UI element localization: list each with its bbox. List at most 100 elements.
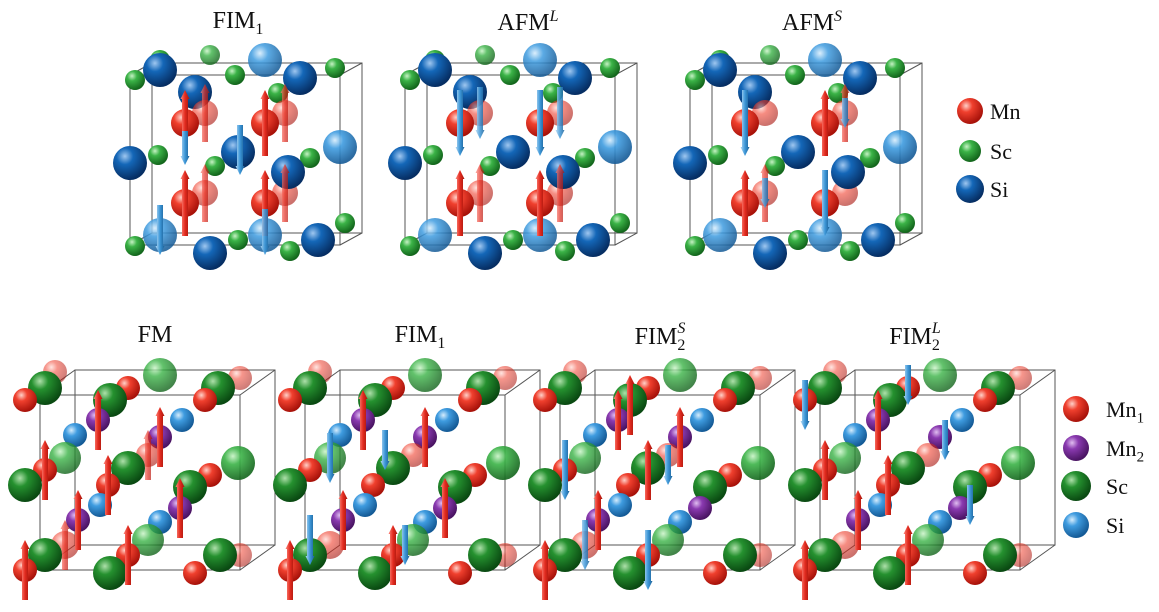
- mn1-atom: [361, 473, 385, 497]
- unit-cell-depth-edge: [504, 544, 541, 571]
- mn2-atom: [948, 496, 972, 520]
- legend-sc-sphere: [1061, 471, 1091, 501]
- structure-top-3: [673, 43, 923, 270]
- sc-atom: [143, 358, 177, 392]
- si-atom: [576, 223, 610, 257]
- spin-down-arrow: [840, 98, 850, 128]
- spin-down-arrow: [555, 87, 565, 139]
- legend-text: Mn: [1106, 397, 1137, 422]
- legend-label-mn2: Mn2: [1106, 436, 1144, 466]
- sc-atom: [788, 230, 808, 250]
- si-atom: [496, 135, 530, 169]
- legend-label-si: Si: [990, 177, 1008, 203]
- si-atom: [113, 146, 147, 180]
- spin-down-arrow: [903, 365, 913, 405]
- legend-mn-sphere: [957, 98, 983, 124]
- panel-title-sub: 1: [255, 20, 264, 38]
- spin-down-arrow: [965, 485, 975, 525]
- panel-title-base: AFM: [497, 10, 550, 36]
- panel-title-bottom-2: FIM1: [395, 322, 446, 353]
- spin-down-arrow: [535, 90, 545, 156]
- spin-down-arrow: [455, 90, 465, 156]
- sc-atom: [125, 70, 145, 90]
- panel-title-base: FIM: [634, 324, 678, 350]
- spin-up-arrow: [625, 375, 635, 435]
- legend-text: Sc: [1106, 474, 1128, 499]
- panel-title-base: FIM: [889, 324, 932, 350]
- sc-atom: [840, 241, 860, 261]
- structure-top-1: [113, 43, 363, 270]
- sc-atom: [548, 538, 582, 572]
- structure-bottom-3: [528, 358, 796, 600]
- si-atom: [248, 43, 282, 77]
- si-atom: [753, 236, 787, 270]
- mn1-atom: [703, 561, 727, 585]
- si-atom: [883, 130, 917, 164]
- legend-text: Sc: [990, 139, 1012, 164]
- legend-mn2-sphere: [1063, 435, 1089, 461]
- legend-label-mn: Mn: [990, 99, 1021, 125]
- panel-title-sup: L: [549, 8, 559, 25]
- spin-up-arrow: [155, 407, 165, 467]
- unit-cell-depth-edge: [239, 544, 276, 571]
- sc-atom: [200, 45, 220, 65]
- spin-up-arrow: [40, 440, 50, 500]
- sc-atom: [575, 148, 595, 168]
- mn1-atom: [713, 388, 737, 412]
- spin-up-arrow: [285, 540, 295, 600]
- sc-atom: [28, 538, 62, 572]
- panel-title-sup: S: [677, 320, 686, 337]
- spin-up-arrow: [180, 170, 190, 236]
- spin-up-arrow: [440, 478, 450, 538]
- legend-text: Si: [1106, 513, 1125, 538]
- sc-atom: [132, 524, 164, 556]
- panel-title-base: FM: [137, 322, 173, 348]
- spin-down-arrow: [740, 90, 750, 156]
- panel-title-sub: 2: [677, 336, 686, 354]
- spin-up-arrow: [280, 84, 290, 142]
- legend-text: Si: [990, 177, 1009, 202]
- panel-title-base: AFM: [781, 10, 835, 36]
- mn2-atom: [688, 496, 712, 520]
- sc-atom: [205, 156, 225, 176]
- sc-atom: [221, 446, 255, 480]
- sc-atom: [785, 65, 805, 85]
- structure-top-2: [388, 43, 638, 270]
- sc-atom: [983, 538, 1017, 572]
- sc-atom: [569, 442, 601, 474]
- unit-cell-depth-edge: [899, 232, 923, 246]
- spin-up-arrow: [455, 170, 465, 236]
- si-atom: [673, 146, 707, 180]
- sc-atom: [93, 383, 127, 417]
- spin-down-arrow: [400, 525, 410, 565]
- panel-title-base: FIM: [212, 8, 256, 34]
- si-atom: [808, 43, 842, 77]
- sc-atom: [600, 58, 620, 78]
- sc-atom: [610, 213, 630, 233]
- sc-atom: [93, 556, 127, 590]
- spin-up-arrow: [740, 170, 750, 236]
- spin-down-arrow: [663, 445, 673, 485]
- legend-mn1-sphere: [1063, 396, 1089, 422]
- sc-atom: [8, 468, 42, 502]
- panel-title-sup: L: [931, 320, 941, 337]
- sc-atom: [723, 538, 757, 572]
- sc-atom: [1001, 446, 1035, 480]
- sc-atom: [808, 538, 842, 572]
- sc-atom: [400, 236, 420, 256]
- spin-up-arrow: [260, 90, 270, 156]
- spin-down-arrow: [643, 530, 653, 590]
- spin-up-arrow: [613, 390, 623, 450]
- spin-up-arrow: [103, 455, 113, 515]
- panel-title-top-3: AFMS: [782, 8, 842, 37]
- si-atom: [388, 146, 422, 180]
- si-atom: [63, 423, 87, 447]
- sc-atom: [111, 451, 145, 485]
- si-atom: [283, 61, 317, 95]
- sc-atom: [708, 145, 728, 165]
- si-atom: [193, 236, 227, 270]
- panel-title-sub: 2: [931, 336, 940, 354]
- spin-up-arrow: [800, 540, 810, 600]
- panel-title-top-1: FIM1: [213, 8, 264, 39]
